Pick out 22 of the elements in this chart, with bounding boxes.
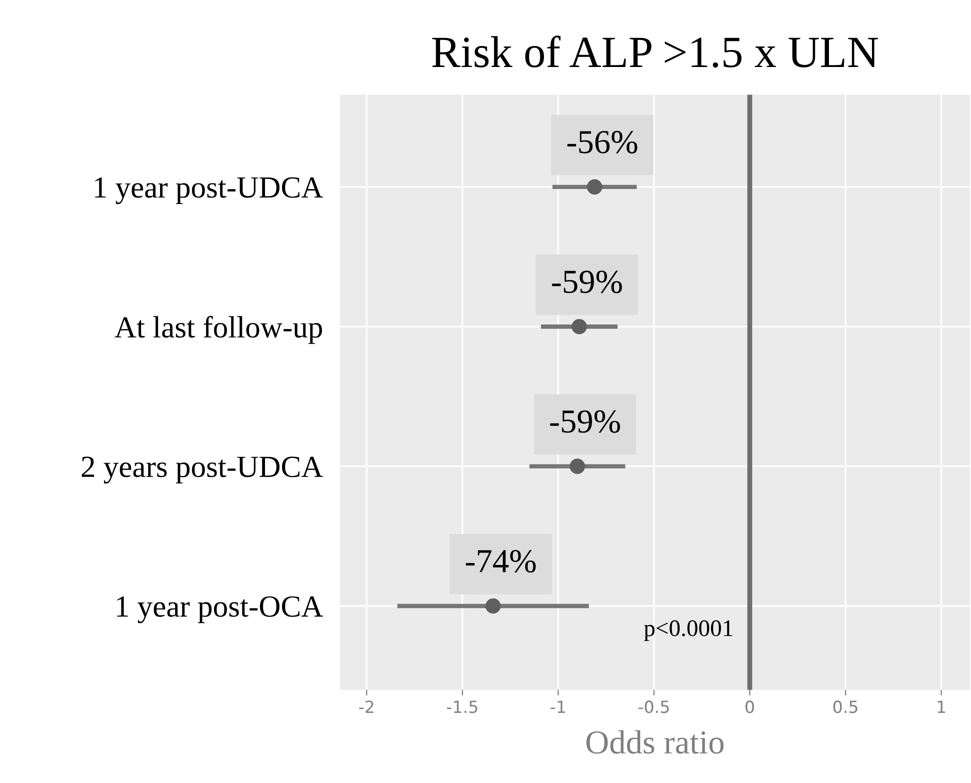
annotation: -59%	[550, 410, 620, 433]
point	[572, 318, 587, 334]
x-tick-label: -1	[550, 700, 565, 713]
x-tick-label: 1	[938, 700, 946, 713]
point	[586, 179, 602, 195]
y-tick-label: 2 years post-UDCA	[82, 456, 323, 484]
x-tick-label: -2	[359, 700, 374, 713]
x-tick-label: 0.5	[833, 700, 858, 714]
x-tick-label: -1.5	[446, 700, 478, 714]
chart-title: Risk of ALP >1.5 x ULN	[432, 36, 878, 68]
y-tick-label: At last follow-up	[114, 316, 322, 344]
point	[570, 458, 586, 474]
annotation: -74%	[466, 550, 536, 573]
y-tick-label: 1 year post-UDCA	[95, 177, 323, 204]
annotation: -56%	[567, 130, 638, 154]
x-tick-label: 0	[746, 700, 754, 714]
point	[485, 598, 501, 614]
annotation: p<0.0001	[644, 620, 732, 642]
x-tick-label: -0.5	[638, 700, 669, 714]
y-tick-label: 1 year post-OCA	[117, 596, 323, 624]
x-axis-title: Odds ratio	[586, 730, 724, 754]
annotation: -59%	[552, 270, 622, 294]
